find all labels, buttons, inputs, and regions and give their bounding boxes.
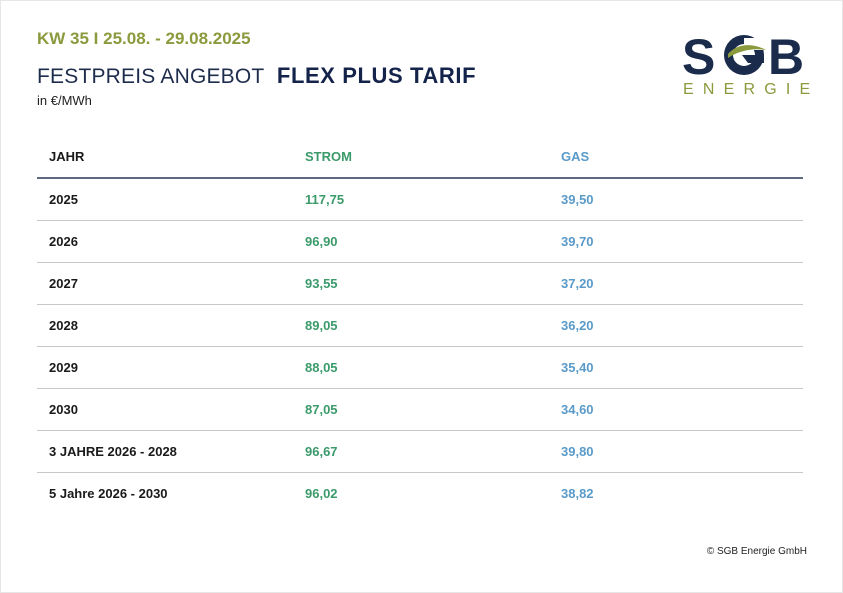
table-row: 2030 87,05 34,60 <box>37 388 803 431</box>
unit-label: in €/MWh <box>37 93 92 108</box>
cell-year: 2025 <box>37 178 293 221</box>
cell-gas: 37,20 <box>549 262 803 305</box>
cell-year: 2027 <box>37 262 293 305</box>
logo-g-swoosh-icon <box>724 35 766 75</box>
cell-year: 2028 <box>37 304 293 347</box>
cell-strom: 96,90 <box>293 220 549 263</box>
cell-strom: 88,05 <box>293 346 549 389</box>
sgb-logo: S B ENERGIE <box>682 30 820 102</box>
cell-strom: 89,05 <box>293 304 549 347</box>
cell-strom: 96,67 <box>293 430 549 473</box>
column-header-year: JAHR <box>37 135 293 179</box>
cell-gas: 36,20 <box>549 304 803 347</box>
table-row: 2026 96,90 39,70 <box>37 220 803 263</box>
cell-strom: 96,02 <box>305 486 338 501</box>
title-prefix: FESTPREIS ANGEBOT <box>37 65 265 88</box>
cell-year: 2030 <box>37 388 293 431</box>
page-title: FESTPREIS ANGEBOT FLEX PLUS TARIF <box>37 63 476 89</box>
cell-gas: 38,82 <box>561 486 594 501</box>
table-row: 3 JAHRE 2026 - 2028 96,67 39,80 <box>37 430 803 473</box>
copyright-notice: © SGB Energie GmbH <box>706 546 807 557</box>
cell-strom: 117,75 <box>293 178 549 221</box>
cell-gas: 34,60 <box>549 388 803 431</box>
cell-gas: 35,40 <box>549 346 803 389</box>
title-tariff: FLEX PLUS TARIF <box>276 63 477 88</box>
price-table: JAHR STROM GAS 2025 117,75 39,50 2026 96… <box>37 135 803 514</box>
cell-year: 3 JAHRE 2026 - 2028 <box>37 430 293 473</box>
table-row: 2029 88,05 35,40 <box>37 346 803 389</box>
logo-subtitle: ENERGIE <box>683 81 820 98</box>
cell-year: 2029 <box>37 346 293 389</box>
cell-strom: 87,05 <box>293 388 549 431</box>
cell-year: 5 Jahre 2026 - 2030 <box>49 486 168 501</box>
column-header-strom: STROM <box>293 135 549 179</box>
cell-strom: 93,55 <box>293 262 549 305</box>
cell-gas: 39,70 <box>549 220 803 263</box>
table-row: 2027 93,55 37,20 <box>37 262 803 305</box>
cell-gas: 39,50 <box>549 178 803 221</box>
cell-year: 2026 <box>37 220 293 263</box>
week-label: KW 35 I 25.08. - 29.08.2025 <box>37 29 251 48</box>
logo-letter-b: B <box>768 30 804 80</box>
column-header-gas: GAS <box>549 135 803 179</box>
table-header-row: JAHR STROM GAS <box>37 135 803 179</box>
logo-letter-s: S <box>682 30 715 80</box>
table-row: 5 Jahre 2026 - 2030 96,02 38,82 <box>37 473 803 515</box>
sgb-logo-icon: S B <box>682 30 804 80</box>
cell-gas: 39,80 <box>549 430 803 473</box>
table-row: 2028 89,05 36,20 <box>37 304 803 347</box>
table-row: 2025 117,75 39,50 <box>37 178 803 221</box>
